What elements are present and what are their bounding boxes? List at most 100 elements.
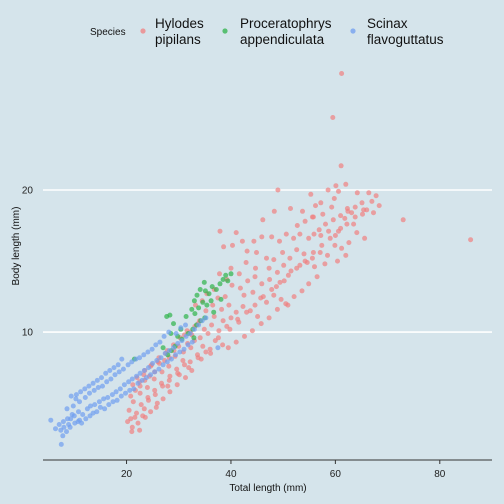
- point-s0-247: [132, 414, 138, 420]
- point-s2-11: [92, 402, 98, 408]
- point-s2-64: [102, 406, 108, 412]
- point-s0-0: [339, 71, 345, 76]
- point-s0-177: [318, 200, 324, 206]
- point-s2-21: [134, 373, 139, 379]
- point-s0-226: [352, 214, 358, 220]
- point-s0-180: [253, 265, 258, 271]
- legend: Species Hylodes pipilans Proceratophrys …: [90, 16, 444, 47]
- x-tick-label-60: 60: [330, 469, 342, 480]
- point-s0-171: [338, 213, 344, 219]
- point-s0-17: [313, 203, 318, 209]
- point-s2-23: [141, 368, 147, 373]
- point-s2-30: [171, 345, 176, 351]
- point-s0-208: [198, 356, 204, 362]
- point-s2-90: [178, 325, 184, 331]
- point-s2-67: [114, 397, 120, 403]
- point-s0-39: [251, 238, 257, 244]
- point-s0-7: [354, 190, 360, 196]
- point-s2-81: [173, 352, 179, 358]
- x-axis-ticks: 20 40 60 80: [121, 460, 446, 480]
- point-s1-3: [217, 281, 223, 287]
- point-s1-4: [213, 287, 219, 292]
- point-s2-47: [108, 376, 114, 382]
- point-s0-220: [302, 258, 308, 264]
- point-s0-9: [373, 193, 379, 199]
- point-s0-117: [187, 359, 193, 365]
- point-s0-116: [180, 358, 186, 363]
- point-s0-48: [271, 257, 277, 263]
- point-s0-182: [236, 271, 242, 277]
- point-s2-32: [179, 338, 185, 344]
- point-s2-44: [95, 385, 101, 390]
- point-s0-94: [220, 318, 226, 324]
- point-s2-114: [53, 426, 58, 432]
- point-s0-104: [205, 331, 211, 336]
- legend-entry-hylodes: Hylodes pipilans: [140, 16, 204, 47]
- point-s0-37: [269, 234, 275, 240]
- point-s2-78: [160, 362, 166, 368]
- point-s2-116: [64, 429, 69, 435]
- point-s0-41: [233, 230, 239, 236]
- point-s2-56: [70, 403, 76, 409]
- point-s0-120: [174, 366, 180, 372]
- point-s1-1: [223, 272, 229, 278]
- series-2: [48, 315, 221, 447]
- point-s2-83: [181, 346, 187, 352]
- point-s0-73: [281, 278, 287, 284]
- point-s2-10: [88, 403, 93, 409]
- point-s2-50: [120, 366, 126, 372]
- point-s1-27: [191, 335, 197, 341]
- point-s1-21: [164, 314, 170, 319]
- point-s2-102: [103, 370, 109, 376]
- point-s0-34: [291, 235, 297, 241]
- point-s0-124: [167, 373, 173, 379]
- point-s0-209: [208, 350, 214, 356]
- point-s0-52: [301, 251, 307, 257]
- legend-key-scinax: [350, 28, 356, 34]
- x-tick-label-40: 40: [225, 469, 237, 480]
- point-s0-242: [233, 339, 239, 345]
- point-s0-229: [322, 261, 328, 267]
- point-s0-133: [160, 383, 166, 389]
- point-s0-42: [217, 228, 223, 234]
- series-0: [125, 71, 474, 435]
- point-s0-163: [130, 382, 136, 388]
- legend-label-hylodes-line2: pipilans: [155, 32, 201, 47]
- point-s0-172: [345, 208, 351, 214]
- point-s0-121: [182, 362, 187, 368]
- point-s2-48: [112, 372, 118, 378]
- point-s0-1: [330, 115, 336, 120]
- point-s0-53: [309, 255, 315, 261]
- point-s0-44: [230, 242, 235, 248]
- point-s0-169: [323, 221, 328, 227]
- point-s2-15: [109, 392, 115, 398]
- point-s0-238: [266, 315, 272, 321]
- point-s0-131: [144, 385, 150, 390]
- point-s2-119: [77, 417, 82, 423]
- point-s0-130: [174, 382, 180, 388]
- point-s2-101: [107, 368, 113, 373]
- point-s0-71: [267, 277, 273, 282]
- point-s2-45: [100, 383, 105, 389]
- point-s0-26: [351, 221, 357, 227]
- point-s2-33: [183, 333, 189, 339]
- point-s2-1: [48, 417, 54, 423]
- point-s0-166: [302, 218, 308, 224]
- point-s0-5: [343, 181, 349, 187]
- point-s0-240: [249, 328, 255, 334]
- point-s0-236: [283, 301, 289, 307]
- point-s0-46: [254, 250, 259, 255]
- point-s0-233: [306, 281, 312, 287]
- point-s0-18: [320, 211, 326, 217]
- gridlines: [43, 189, 492, 333]
- point-s0-4: [333, 183, 339, 189]
- point-s0-77: [250, 289, 256, 295]
- point-s0-204: [128, 393, 134, 399]
- point-s2-79: [164, 359, 170, 365]
- point-s2-36: [196, 322, 202, 328]
- legend-entry-scinax: Scinax flavoguttatus: [350, 16, 444, 47]
- point-s0-61: [266, 265, 272, 271]
- point-s0-58: [346, 240, 352, 246]
- point-s2-91: [183, 322, 188, 328]
- point-s2-52: [129, 359, 135, 365]
